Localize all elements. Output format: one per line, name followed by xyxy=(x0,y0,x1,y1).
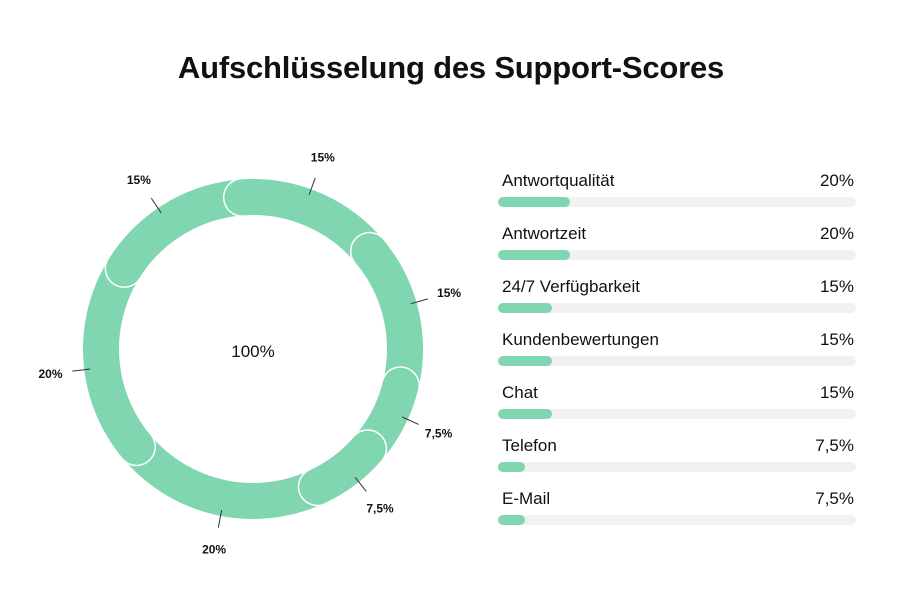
bar-label: E-Mail xyxy=(502,489,551,508)
bar-value: 15% xyxy=(819,383,854,402)
bar-track xyxy=(498,250,856,260)
bar-item-antwortzeit: Antwortzeit 20% xyxy=(498,221,856,274)
donut-label-24-7-verf-gbarkeit: 15% xyxy=(127,173,151,187)
donut-label-telefon: 7,5% xyxy=(425,427,453,441)
bar-track xyxy=(498,197,856,207)
donut-label-kundenbewertungen: 15% xyxy=(311,150,335,164)
donut-center-label: 100% xyxy=(231,342,274,361)
donut-segment-e-mail xyxy=(299,430,386,505)
donut-label-antwortzeit: 20% xyxy=(38,367,62,381)
leader-line-antwortqualit-t xyxy=(217,509,223,528)
bar-track xyxy=(498,409,856,419)
bar-fill xyxy=(498,356,552,366)
leader-line-kundenbewertungen xyxy=(308,177,316,196)
donut-segment-kundenbewertungen xyxy=(224,179,383,264)
bar-label: Telefon xyxy=(502,436,557,455)
bar-label: Antwortqualität xyxy=(502,171,615,190)
bar-value: 20% xyxy=(819,224,854,243)
bar-item-e-mail: E-Mail 7,5% xyxy=(498,486,856,539)
donut-segment-antwortqualit-t xyxy=(123,434,328,519)
bar-item-kundenbewertungen: Kundenbewertungen 15% xyxy=(498,327,856,380)
leader-line-24-7-verf-gbarkeit xyxy=(150,197,162,214)
bar-value: 7,5% xyxy=(815,489,854,508)
bar-track xyxy=(498,303,856,313)
bar-fill xyxy=(498,250,570,260)
bar-track xyxy=(498,356,856,366)
bar-value: 15% xyxy=(819,277,854,296)
bar-value: 7,5% xyxy=(815,436,854,455)
bar-fill xyxy=(498,462,525,472)
donut-label-e-mail: 7,5% xyxy=(366,502,394,516)
bar-item-chat: Chat 15% xyxy=(498,380,856,433)
leader-line-e-mail xyxy=(354,477,367,492)
bar-fill xyxy=(498,515,525,525)
bar-value: 20% xyxy=(819,171,854,190)
bar-label: Kundenbewertungen xyxy=(502,330,659,349)
donut-label-chat: 15% xyxy=(437,286,461,300)
donut-segment-24-7-verf-gbarkeit xyxy=(106,180,253,287)
bar-track xyxy=(498,515,856,525)
bar-fill xyxy=(498,409,552,419)
bar-fill xyxy=(498,303,552,313)
donut-label-antwortqualit-t: 20% xyxy=(202,542,226,556)
bar-item-telefon: Telefon 7,5% xyxy=(498,433,856,486)
leader-line-antwortzeit xyxy=(72,368,91,372)
leader-line-telefon xyxy=(402,416,419,425)
bar-track xyxy=(498,462,856,472)
bar-fill xyxy=(498,197,570,207)
bar-label: 24/7 Verfügbarkeit xyxy=(502,277,640,296)
bar-item-24-7-verf-gbarkeit: 24/7 Verfügbarkeit 15% xyxy=(498,274,856,327)
bar-item-antwortqualit-t: Antwortqualität 20% xyxy=(498,168,856,221)
leader-line-chat xyxy=(410,298,429,305)
bar-value: 15% xyxy=(819,330,854,349)
donut-segment-chat xyxy=(351,233,423,396)
donut-segment-antwortzeit xyxy=(83,257,155,465)
chart-title: Aufschlüsselung des Support-Scores xyxy=(177,50,725,85)
bar-list: Antwortqualität 20% Antwortzeit 20% 24/7 Ver… xyxy=(498,168,856,539)
bar-label: Antwortzeit xyxy=(502,224,587,243)
bar-label: Chat xyxy=(502,383,538,402)
